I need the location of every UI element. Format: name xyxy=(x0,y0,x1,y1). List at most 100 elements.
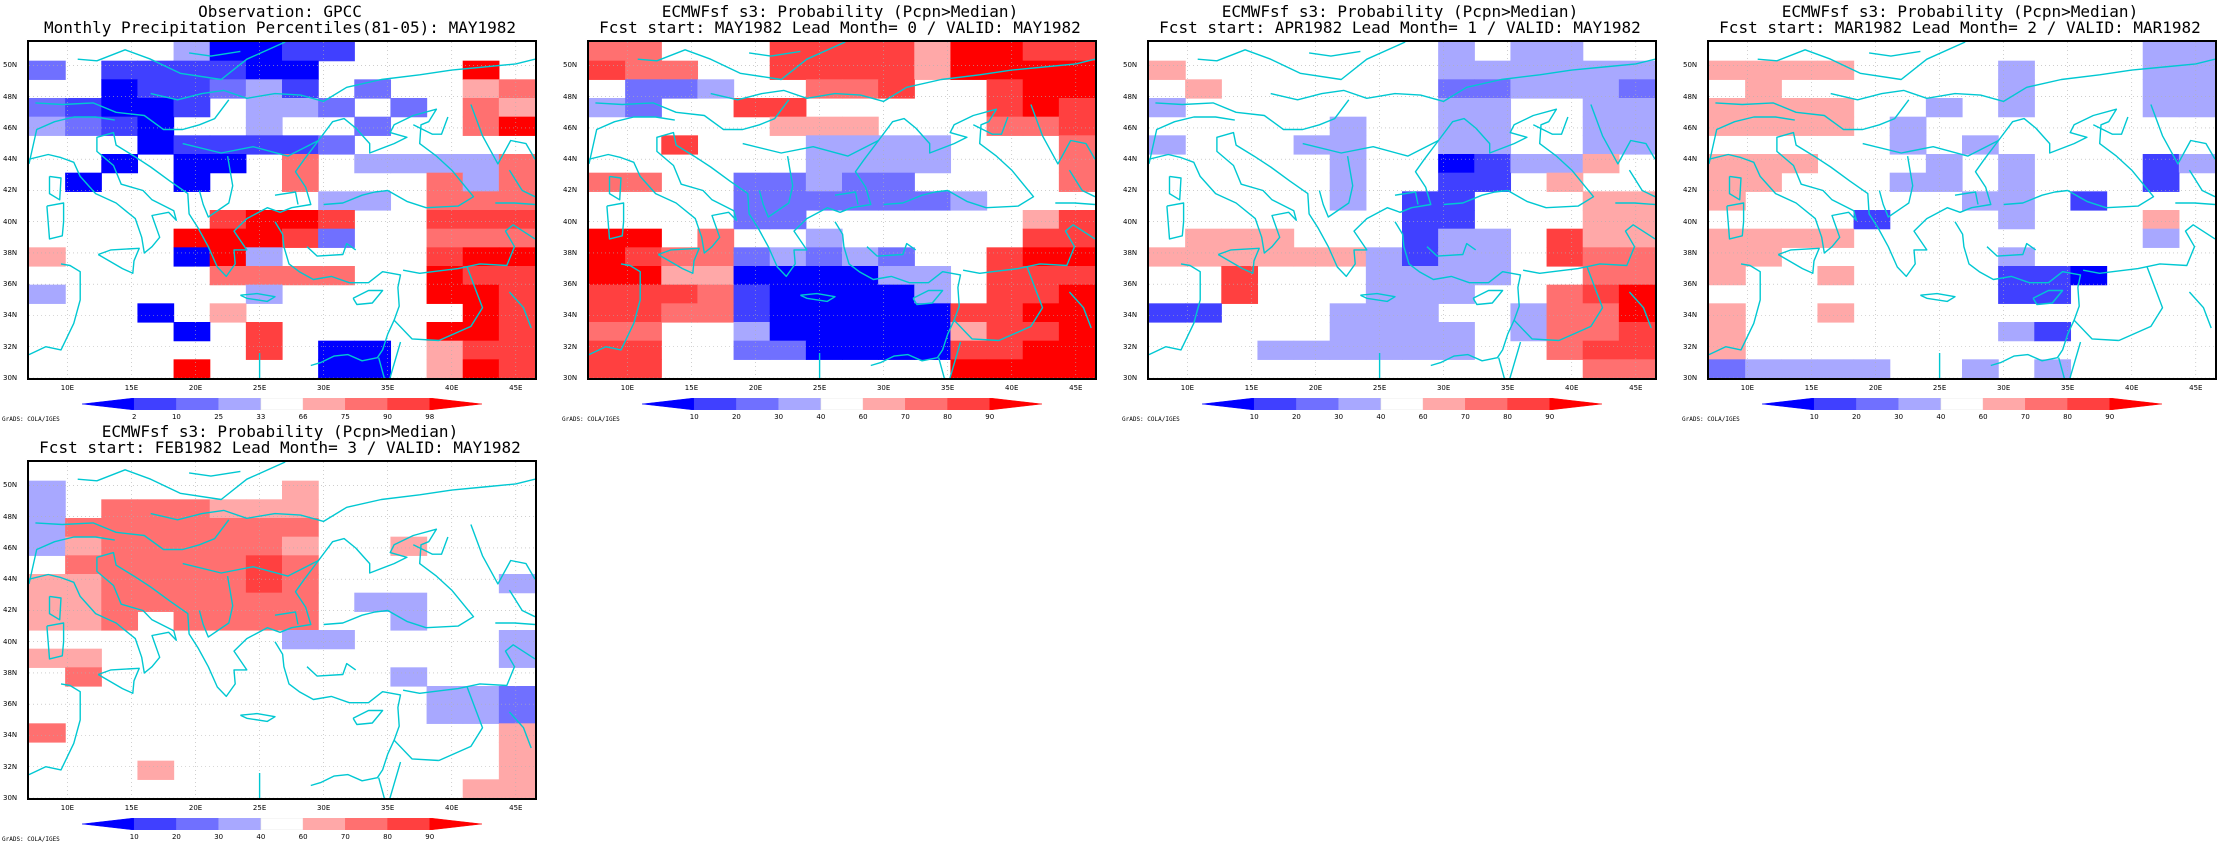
latitude-tick-label: 30N xyxy=(1123,374,1138,382)
colorbar-segment xyxy=(345,818,388,830)
coastline xyxy=(1155,99,1350,131)
grid-cell xyxy=(1293,340,1331,360)
grid-cell xyxy=(733,98,771,118)
coastline xyxy=(188,50,241,57)
grid-cell xyxy=(462,210,500,230)
grid-cell xyxy=(986,42,1024,62)
grid-cell xyxy=(1709,228,1746,248)
grid-cell xyxy=(245,611,283,631)
grid-cell xyxy=(1402,191,1439,211)
colorbar-segment xyxy=(429,818,482,830)
latitude-tick-label: 32N xyxy=(3,342,18,351)
grid-cell xyxy=(1438,247,1475,267)
coastline xyxy=(1166,202,1185,240)
grid-cell xyxy=(390,154,428,174)
grid-cell xyxy=(173,172,211,192)
latitude-tick-label: 46N xyxy=(3,123,18,132)
grid-cell xyxy=(1817,359,1855,378)
longitude-tick-label: 45E xyxy=(509,384,523,392)
coastline xyxy=(834,221,962,367)
grid-cell xyxy=(426,228,464,248)
coastline xyxy=(352,289,384,306)
coastline xyxy=(2188,169,2215,198)
grid-cell xyxy=(29,284,66,304)
panel-forecast-lead1: ECMWFsf s3: Probability (Pcpn>Median) Fc… xyxy=(1120,0,1680,423)
grid-cell xyxy=(805,266,843,286)
coastline xyxy=(589,116,675,165)
grid-cell xyxy=(173,98,211,118)
coastline xyxy=(393,319,439,342)
longitude-tick-label: 20E xyxy=(748,384,763,392)
grid-cell xyxy=(1402,303,1439,323)
grid-cell xyxy=(390,536,428,556)
grid-cell xyxy=(842,322,879,342)
colorbar-segment xyxy=(133,398,177,410)
coastline xyxy=(97,667,140,695)
grid-cell xyxy=(29,116,66,136)
colorbar-segment xyxy=(905,398,948,410)
grid-cell xyxy=(805,172,843,192)
colorbar-tick-label: 60 xyxy=(1418,413,1428,421)
latitude-tick-label: 40N xyxy=(1123,217,1138,226)
grid-cell xyxy=(426,172,464,192)
coastline xyxy=(1472,289,1504,306)
map-plot xyxy=(1707,40,2217,380)
grid-cell xyxy=(1709,191,1746,211)
grid-cell xyxy=(914,42,952,62)
grid-cell xyxy=(769,191,807,211)
colorbar-segment xyxy=(1380,398,1424,410)
coastline xyxy=(1558,266,1604,342)
grid-cell xyxy=(1510,154,1548,174)
grid-cell xyxy=(661,303,699,323)
grid-cell xyxy=(1618,247,1655,267)
grid-cell xyxy=(805,191,843,211)
panel-subtitle: Fcst start: FEB1982 Lead Month= 3 / VALI… xyxy=(39,438,521,457)
grid-cell xyxy=(65,667,102,687)
grid-cell xyxy=(462,303,500,323)
longitude-tick-label: 15E xyxy=(124,384,139,392)
grid-cell xyxy=(245,98,283,118)
coastline xyxy=(1055,202,1095,206)
coastline xyxy=(389,341,402,378)
grid-cell xyxy=(2070,266,2108,286)
colorbar-tick-label: 20 xyxy=(1291,413,1301,421)
coastline xyxy=(150,478,535,523)
grid-cell xyxy=(1149,98,1186,118)
grid-cell xyxy=(914,303,952,323)
grid-cell xyxy=(1438,98,1475,118)
grid-cell xyxy=(1185,228,1222,248)
coastline xyxy=(657,247,700,275)
grid-cell xyxy=(1149,247,1186,267)
coastline xyxy=(29,683,81,776)
colorbar-tick-label: 30 xyxy=(774,413,784,421)
latitude-tick-label: 34N xyxy=(3,311,18,320)
grid-cell xyxy=(697,79,735,99)
grid-cell xyxy=(842,154,879,174)
grid-cell xyxy=(1022,116,1060,136)
colorbar-tick-label: 20 xyxy=(171,833,181,841)
grid-cell xyxy=(29,574,66,594)
coastline xyxy=(402,224,535,275)
grid-cell xyxy=(1474,116,1512,136)
colorbar-tick-label: 40 xyxy=(1376,413,1386,421)
grid-cell xyxy=(625,266,662,286)
coastline xyxy=(1728,175,1742,201)
colorbar-segment xyxy=(1338,398,1382,410)
coastline xyxy=(1149,263,1201,356)
grid-cell xyxy=(625,60,662,80)
grid-cell xyxy=(65,611,102,631)
coastline xyxy=(378,357,385,378)
coastline xyxy=(949,341,962,378)
latitude-tick-label: 44N xyxy=(3,155,18,164)
grid-cell xyxy=(1582,284,1620,304)
grid-cell xyxy=(1022,79,1060,99)
coastline xyxy=(393,739,439,762)
latitude-tick-label: 40N xyxy=(3,637,18,646)
coastline xyxy=(389,761,402,798)
coastline xyxy=(1590,104,1655,165)
grid-cell xyxy=(1925,172,1963,192)
grid-cell xyxy=(1058,79,1095,99)
panel-title: ECMWFsf s3: Probability (Pcpn>Median) xyxy=(661,2,1019,21)
grid-cell xyxy=(1365,340,1403,360)
latitude-tick-label: 38N xyxy=(1123,248,1138,257)
